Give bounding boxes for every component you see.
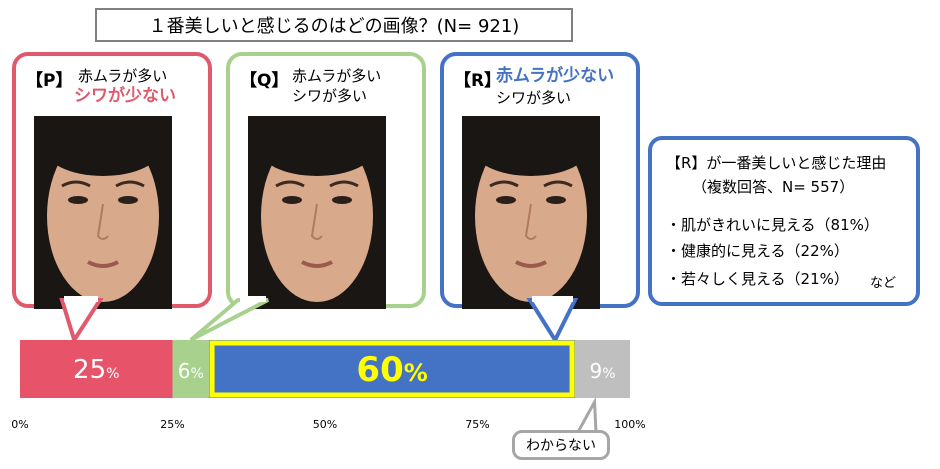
face-image-q bbox=[248, 116, 386, 309]
tick-label: 75% bbox=[465, 418, 489, 431]
value-label-Q: 6% bbox=[178, 359, 204, 383]
value-label-R: 60% bbox=[356, 350, 427, 390]
option-r-line2: シワが多い bbox=[496, 89, 572, 107]
tick-label: 25% bbox=[160, 418, 184, 431]
option-r-card: 【R】 赤ムラが少ない シワが多い bbox=[440, 52, 640, 309]
bar-R bbox=[209, 340, 576, 398]
reason-item: ・肌がきれいに見える（81%） bbox=[666, 216, 879, 234]
highlight-outline bbox=[209, 340, 575, 398]
reasons-title: 【R】が一番美しいと感じた理由 bbox=[666, 154, 887, 172]
bar-Q bbox=[172, 340, 210, 398]
pointer-unknown bbox=[575, 396, 598, 434]
reasons-subtitle: （複数回答、N= 557） bbox=[692, 178, 855, 196]
bar-わからない bbox=[575, 340, 630, 398]
tick-label: 0% bbox=[11, 418, 28, 431]
pointer-r bbox=[526, 298, 579, 345]
option-p-card: 【P】 赤ムラが多い シワが少ない bbox=[12, 52, 212, 309]
option-r-line1: 赤ムラが少ない bbox=[496, 66, 615, 86]
reason-item: ・若々しく見える（21%） bbox=[666, 270, 849, 288]
option-q-line2: シワが多い bbox=[292, 87, 368, 105]
option-q-line1: 赤ムラが多い bbox=[292, 67, 382, 85]
pointer-q bbox=[189, 298, 269, 342]
pointer-p-base bbox=[64, 296, 98, 302]
option-p-label: 【P】 bbox=[26, 71, 73, 91]
option-q-card: 【Q】 赤ムラが多い シワが多い bbox=[226, 52, 426, 309]
chart-title: １番美しいと感じるのはどの画像？(N= 921) bbox=[95, 8, 573, 42]
reasons-etc: など bbox=[870, 276, 897, 291]
reason-item: ・健康的に見える（22%） bbox=[666, 242, 849, 260]
tick-label: 100% bbox=[614, 418, 645, 431]
bar-P bbox=[20, 340, 173, 398]
pointer-r-base bbox=[532, 296, 573, 302]
face-image-p bbox=[34, 116, 172, 309]
face-image-r bbox=[462, 116, 600, 309]
pointer-q-base bbox=[240, 296, 266, 302]
tick-label: 50% bbox=[313, 418, 337, 431]
option-r-label: 【R】 bbox=[454, 71, 502, 91]
option-p-line2: シワが少ない bbox=[74, 86, 176, 106]
option-q-label: 【Q】 bbox=[240, 71, 289, 91]
value-label-P: 25% bbox=[73, 355, 119, 385]
value-label-わからない: 9% bbox=[590, 359, 616, 383]
unknown-callout: わからない bbox=[512, 430, 610, 460]
pointer-p bbox=[59, 298, 104, 345]
reasons-box: 【R】が一番美しいと感じた理由 （複数回答、N= 557） ・肌がきれいに見える… bbox=[648, 136, 920, 306]
option-p-line1: 赤ムラが多い bbox=[78, 67, 168, 85]
